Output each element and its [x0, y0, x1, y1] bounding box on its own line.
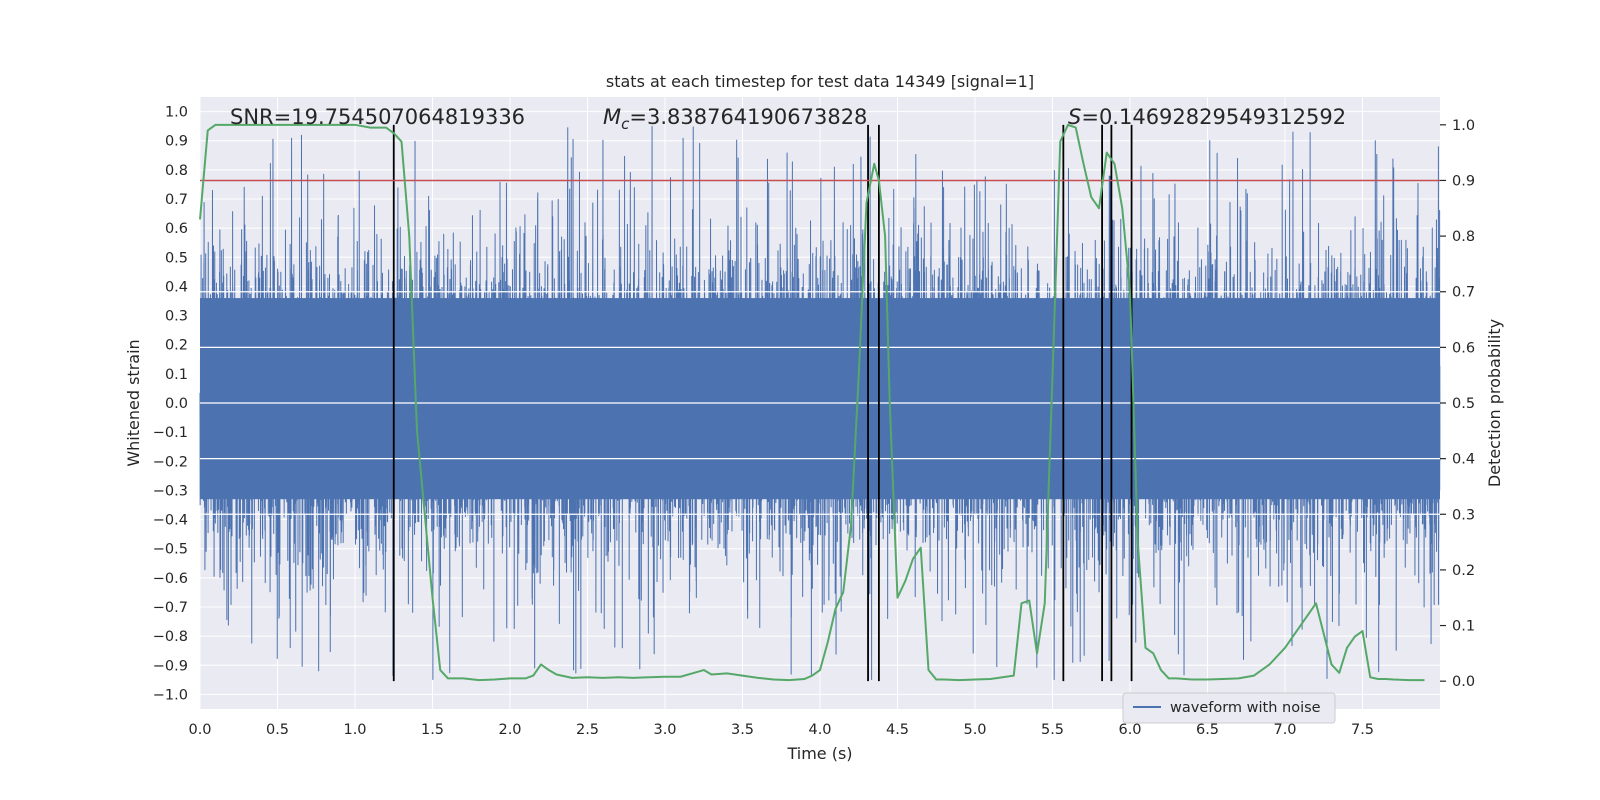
x-tick-label-6: 3.0 — [653, 722, 676, 738]
y-axis-ticks: −1.0 −0.9 −0.8 −0.7 −0.6 −0.5 −0.4 −0.3 −0.2 −0.1… — [153, 105, 188, 704]
x-tick-label-5: 2.5 — [576, 722, 599, 738]
legend: waveform with noise — [1122, 692, 1336, 724]
x-tick-label-1: 0.5 — [266, 722, 289, 738]
y-tick-label-1: −0.9 — [153, 658, 188, 674]
s-value: =0.14692829549312592 — [1081, 105, 1346, 129]
y-tick-label-20: 1.0 — [165, 105, 188, 121]
y-tick-label-19: 0.9 — [165, 134, 188, 150]
y-tick-label-17: 0.7 — [165, 192, 188, 208]
x-tick-label-13: 6.5 — [1196, 722, 1219, 738]
y-right-tick-label-5: 0.5 — [1452, 396, 1475, 412]
mc-symbol: M — [603, 105, 621, 129]
snr-annotation: SNR=19.754507064819336 — [230, 105, 525, 129]
x-tick-label-8: 4.0 — [808, 722, 831, 738]
x-tick-label-2: 1.0 — [343, 722, 366, 738]
y-right-tick-label-7: 0.7 — [1452, 285, 1475, 301]
chart-title: stats at each timestep for test data 143… — [606, 72, 1034, 91]
y-tick-label-13: 0.3 — [165, 309, 188, 325]
waveform-core — [200, 298, 1440, 500]
s-annotation: S=0.14692829549312592 — [1068, 105, 1346, 129]
x-tick-label-14: 7.0 — [1273, 722, 1296, 738]
waveform-series — [199, 125, 1441, 681]
y-tick-label-14: 0.4 — [165, 279, 188, 295]
y-tick-label-4: −0.6 — [153, 571, 188, 587]
x-tick-label-9: 4.5 — [886, 722, 909, 738]
y-tick-label-16: 0.6 — [165, 221, 188, 237]
x-tick-label-4: 2.0 — [498, 722, 521, 738]
x-axis-label: Time (s) — [786, 744, 852, 763]
y-tick-label-11: 0.1 — [165, 367, 188, 383]
y-tick-label-12: 0.2 — [165, 338, 188, 354]
mc-annotation: Mc=3.838764190673828 — [603, 105, 867, 133]
mc-value: =3.838764190673828 — [629, 105, 867, 129]
y-tick-label-8: −0.2 — [153, 454, 188, 470]
x-tick-label-15: 7.5 — [1351, 722, 1374, 738]
x-tick-label-12: 6.0 — [1118, 722, 1141, 738]
y-right-axis-label: Detection probability — [1485, 319, 1504, 487]
y-tick-label-18: 0.8 — [165, 163, 188, 179]
x-tick-label-3: 1.5 — [421, 722, 444, 738]
y-tick-label-3: −0.7 — [153, 600, 188, 616]
y-right-axis-ticks: 0.0 0.1 0.2 0.3 0.4 0.5 0.6 0.7 0.8 0.9 1.0 — [1440, 118, 1475, 690]
mc-subscript: c — [621, 115, 630, 133]
y-right-tick-label-6: 0.6 — [1452, 340, 1475, 356]
y-right-tick-label-2: 0.2 — [1452, 563, 1475, 579]
y-axis-label: Whitened strain — [124, 339, 143, 466]
y-right-tick-label-0: 0.0 — [1452, 674, 1475, 690]
y-tick-label-2: −0.8 — [153, 629, 188, 645]
y-right-tick-label-8: 0.8 — [1452, 229, 1475, 245]
detection-vlines — [392, 124, 1133, 682]
y-right-tick-label-4: 0.4 — [1452, 452, 1475, 468]
legend-label-waveform: waveform with noise — [1170, 700, 1321, 716]
y-tick-label-0: −1.0 — [153, 687, 188, 703]
y-tick-label-7: −0.3 — [153, 483, 188, 499]
y-tick-label-6: −0.4 — [153, 513, 188, 529]
probability-line — [199, 123, 1425, 682]
y-tick-label-15: 0.5 — [165, 250, 188, 266]
x-tick-label-10: 5.0 — [963, 722, 986, 738]
x-axis-ticks: 0.0 0.5 1.0 1.5 2.0 2.5 3.0 3.5 4.0 4.5 5.0 5.5 6.0 6… — [188, 722, 1374, 738]
x-tick-label-0: 0.0 — [188, 722, 211, 738]
x-tick-label-11: 5.5 — [1041, 722, 1064, 738]
y-tick-label-9: −0.1 — [153, 425, 188, 441]
s-symbol: S — [1068, 105, 1081, 129]
y-right-tick-label-1: 0.1 — [1452, 619, 1475, 635]
y-right-tick-label-9: 0.9 — [1452, 173, 1475, 189]
probability-series — [199, 123, 1425, 682]
y-tick-label-5: −0.5 — [153, 542, 188, 558]
y-right-tick-label-10: 1.0 — [1452, 118, 1475, 134]
y-tick-label-10: 0.0 — [165, 396, 188, 412]
legend-box — [1122, 692, 1336, 724]
x-tick-label-7: 3.5 — [731, 722, 754, 738]
y-right-tick-label-3: 0.3 — [1452, 507, 1475, 523]
